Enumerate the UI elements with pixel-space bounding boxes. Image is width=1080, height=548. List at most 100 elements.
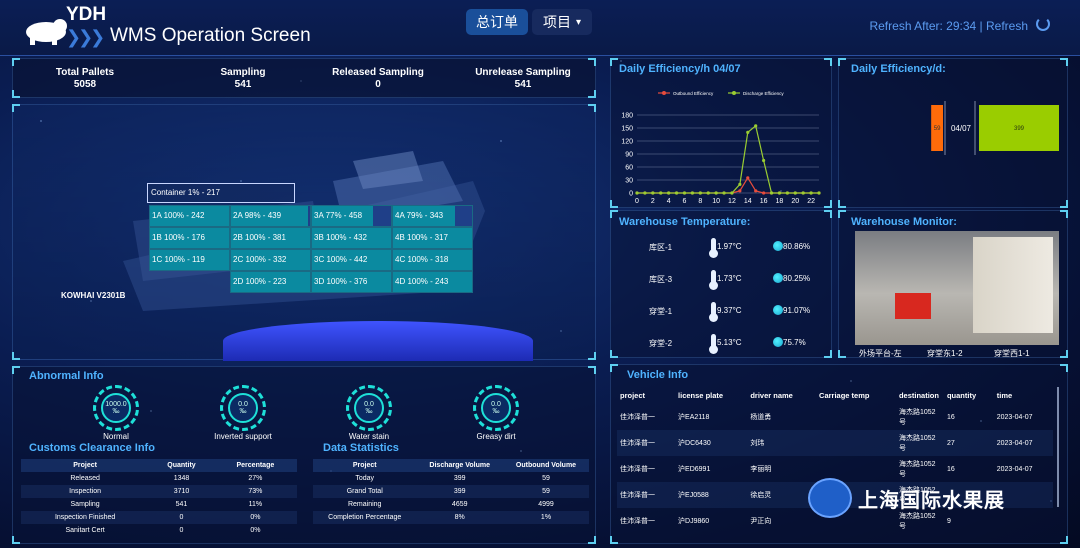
- humidity-icon: [773, 273, 783, 283]
- data-point: [738, 189, 742, 193]
- data-point: [714, 191, 718, 195]
- data-point: [801, 191, 805, 195]
- efficiency-daily-panel: Daily Efficiency/d: 59 04/07 399: [838, 58, 1068, 208]
- efficiency-hourly-panel: Daily Efficiency/h 04/07 0 30 60 90 120 150 18…: [610, 58, 832, 208]
- data-point: [809, 191, 813, 195]
- thermometer-icon: [711, 270, 716, 284]
- chevron-down-icon: ▾: [575, 16, 582, 28]
- camera-label[interactable]: 穿堂西1-1: [994, 349, 1030, 358]
- wechat-icon: [808, 478, 852, 518]
- monitor-title: Warehouse Monitor:: [851, 216, 957, 228]
- legend-marker: [662, 91, 666, 95]
- stat-sampling: Sampling 541: [220, 67, 266, 90]
- data-point: [817, 191, 821, 195]
- header-bar: YDH ❯❯❯ WMS Operation Screen 总订单 项目 ▾ Re…: [0, 0, 1080, 56]
- hold-cell[interactable]: 3D 100% - 376: [311, 271, 392, 293]
- x-tick-label: 6: [683, 198, 687, 205]
- hold-cell[interactable]: 2B 100% - 381: [230, 227, 311, 249]
- scrollbar[interactable]: [1057, 387, 1059, 507]
- watermark: 上海国际水果展: [808, 478, 1005, 518]
- vessel-name: KOWHAI V2301B: [61, 291, 126, 300]
- temperature-row: 库区-1 1.97°C 80.86%: [611, 238, 833, 258]
- x-tick-label: 22: [807, 198, 815, 205]
- y-tick-label: 90: [625, 152, 633, 159]
- data-point: [690, 191, 694, 195]
- temperature-panel: Warehouse Temperature: 库区-1 1.97°C 80.86% 库…: [610, 210, 832, 358]
- table-row: Completion Percentage 8% 1%: [313, 511, 589, 524]
- container-title: Container 1% - 217: [147, 183, 295, 203]
- y-tick-label: 30: [625, 178, 633, 185]
- thermometer-bulb-icon: [709, 249, 718, 258]
- hold-cell[interactable]: 1C 100% - 119: [149, 249, 230, 271]
- table-row: 佳沛泽普一 沪EA2118 杨道勇 海杰路1052号 16 2023-04-07: [620, 409, 1033, 426]
- polar-bear-logo-icon: [26, 19, 67, 45]
- camera-label[interactable]: 穿堂东1-2: [927, 349, 963, 358]
- x-tick-label: 2: [651, 198, 655, 205]
- table-row: Sampling 541 11%: [70, 501, 263, 508]
- data-point: [643, 191, 647, 195]
- y-tick-label: 120: [621, 139, 633, 146]
- discharge-bar: [979, 105, 1059, 151]
- hold-cell[interactable]: 4D 100% - 243: [392, 271, 473, 293]
- camera-feed[interactable]: [855, 231, 1059, 345]
- thermometer-bulb-icon: [709, 313, 718, 322]
- thermometer-bulb-icon: [709, 345, 718, 354]
- chevrons-icon: ❯❯❯: [66, 27, 105, 47]
- gauge-label: Inverted support: [214, 432, 272, 441]
- temperature-row: 穿堂-1 9.37°C 91.07%: [611, 302, 833, 322]
- temperature-row: 库区-3 1.73°C 80.25%: [611, 270, 833, 290]
- hold-cell[interactable]: 3C 100% - 442: [311, 249, 392, 271]
- stat-total-pallets: Total Pallets 5058: [55, 67, 115, 90]
- hold-cell[interactable]: 2C 100% - 332: [230, 249, 311, 271]
- x-tick-label: 12: [728, 198, 736, 205]
- project-dropdown[interactable]: 项目 ▾: [532, 9, 592, 35]
- data-point: [659, 191, 663, 195]
- efficiency-daily-title: Daily Efficiency/d:: [851, 63, 946, 75]
- abnormal-panel: Abnormal Info 1000.0 ‰ Normal 0.0 ‰ Invert…: [12, 366, 596, 544]
- data-point: [793, 191, 797, 195]
- hold-cell[interactable]: 3B 100% - 432: [311, 227, 392, 249]
- hold-cell[interactable]: 1B 100% - 176: [149, 227, 230, 249]
- hold-cell[interactable]: 4C 100% - 318: [392, 249, 473, 271]
- orders-button[interactable]: 总订单: [466, 9, 528, 35]
- data-point: [635, 191, 639, 195]
- hold-cell[interactable]: 3A 77% - 458: [311, 205, 392, 227]
- refresh-text[interactable]: Refresh After: 29:34 | Refresh: [869, 19, 1028, 33]
- hold-cell[interactable]: 4A 79% - 343: [392, 205, 473, 227]
- table-row: 佳沛泽普一 沪ED6991 李丽明 海杰路1052号 16 2023-04-07: [620, 461, 1033, 478]
- monitor-panel: Warehouse Monitor: 外场平台-左 穿堂东1-2 穿堂西1-1: [838, 210, 1068, 358]
- bar-value-label: 399: [1014, 126, 1025, 132]
- temperature-row: 穿堂-2 5.13°C 75.7%: [611, 334, 833, 354]
- category-label: 04/07: [951, 124, 972, 133]
- legend-label: Outbound Efficiency: [673, 91, 714, 96]
- y-tick-label: 150: [621, 126, 633, 133]
- humidity-icon: [773, 241, 783, 251]
- data-point: [746, 130, 750, 134]
- x-tick-label: 20: [791, 198, 799, 205]
- gauge-greasy-dirt: 0.0 ‰: [473, 385, 519, 431]
- efficiency-hourly-title: Daily Efficiency/h 04/07: [619, 63, 741, 75]
- camera-label[interactable]: 外场平台-左: [859, 349, 902, 358]
- abnormal-title: Abnormal Info: [29, 370, 104, 382]
- x-tick-label: 0: [635, 198, 639, 205]
- y-tick-label: 180: [621, 113, 633, 120]
- temperature-title: Warehouse Temperature:: [619, 216, 751, 228]
- thermometer-bulb-icon: [709, 281, 718, 290]
- table-row: Today 399 59: [355, 475, 550, 482]
- hold-cell[interactable]: 2D 100% - 223: [230, 271, 311, 293]
- hold-cell[interactable]: 2A 98% - 439: [230, 205, 311, 227]
- gauge-label: Normal: [103, 432, 129, 441]
- refresh-icon[interactable]: [1036, 17, 1050, 31]
- watermark-text: 上海国际水果展: [858, 489, 1005, 512]
- efficiency-line-chart: 0 30 60 90 120 150 180 0 2 4 6 8 10 12 14 16 18 20 22 Outbo…: [621, 91, 821, 205]
- thermometer-icon: [711, 334, 716, 348]
- gauge-water-stain: 0.0 ‰: [346, 385, 392, 431]
- hold-cell[interactable]: 4B 100% - 317: [392, 227, 473, 249]
- legend-marker: [732, 91, 736, 95]
- forklift-icon: [895, 293, 931, 319]
- data-point: [706, 191, 710, 195]
- data-point: [769, 191, 774, 195]
- hold-cell[interactable]: 1A 100% - 242: [149, 205, 230, 227]
- gauge-label: Greasy dirt: [476, 432, 516, 441]
- stat-unrelease-sampling: Unrelease Sampling 541: [475, 67, 571, 90]
